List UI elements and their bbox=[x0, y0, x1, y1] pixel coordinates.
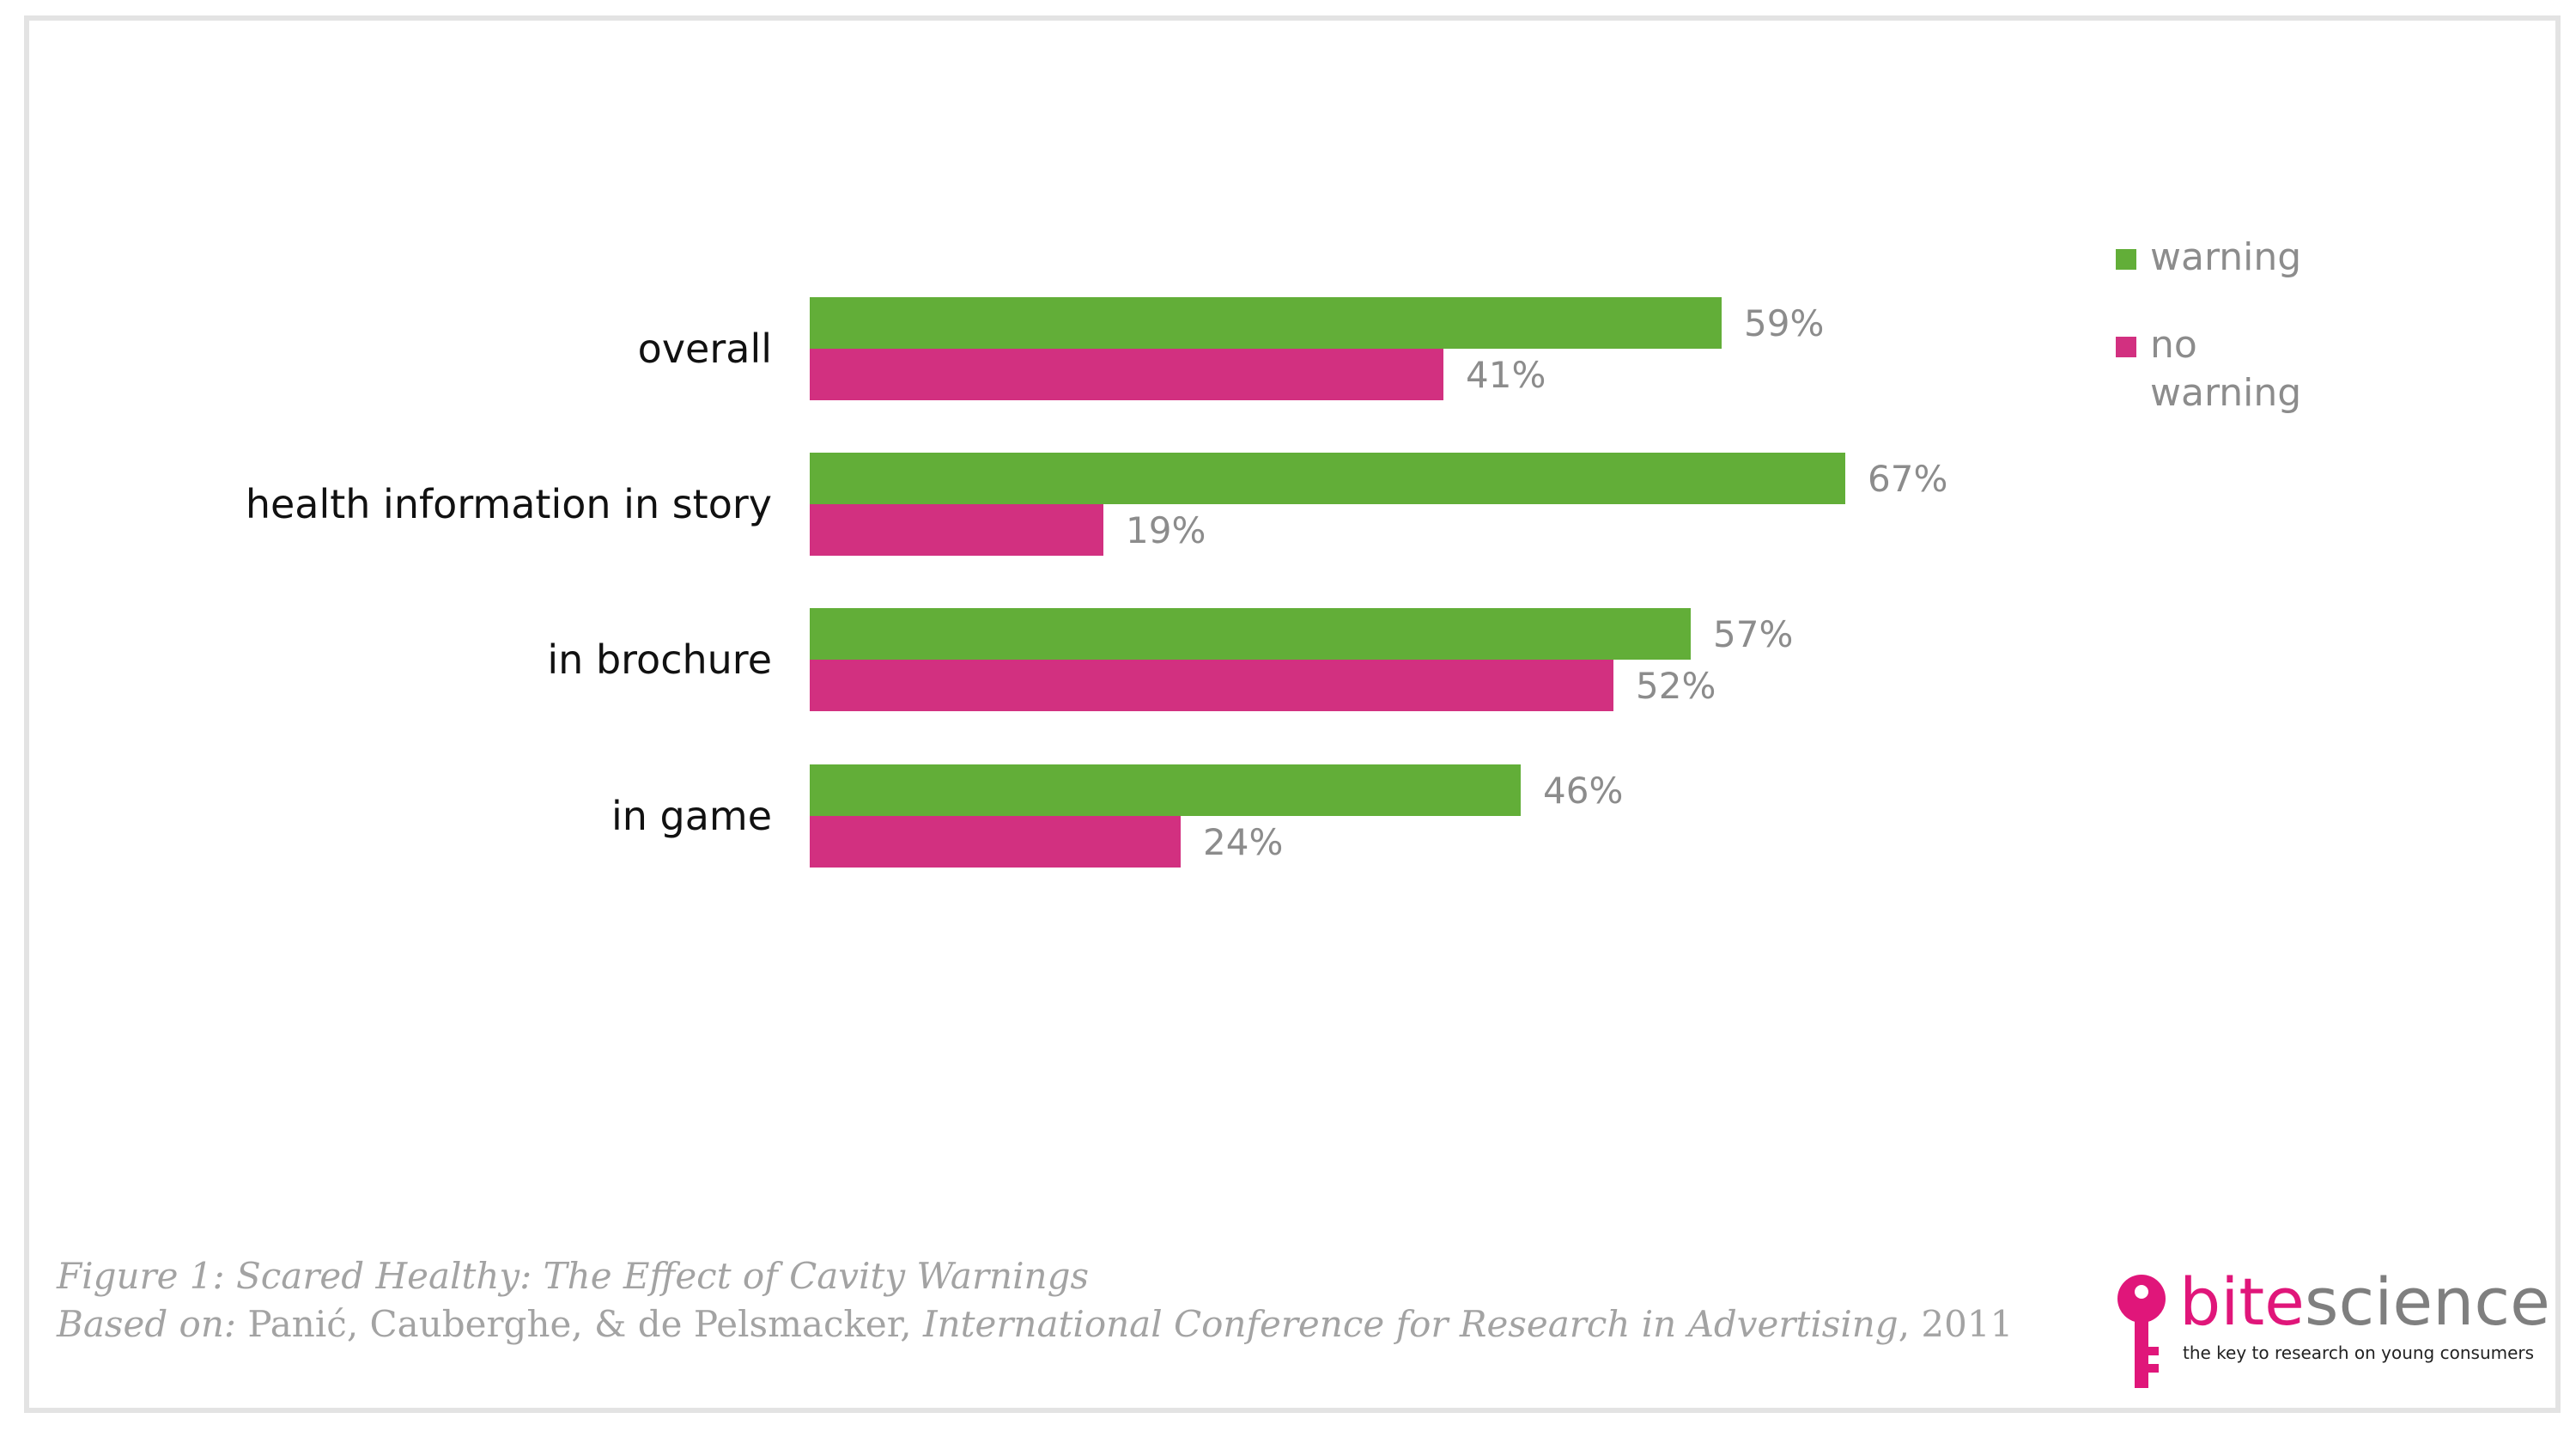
bar-warning-in-game bbox=[810, 764, 1521, 816]
figure-frame bbox=[24, 15, 2561, 1413]
bar-warning-health-information-in-story bbox=[810, 453, 1845, 504]
logo-bite: bite bbox=[2179, 1263, 2305, 1340]
category-label-overall: overall bbox=[638, 326, 772, 372]
legend-label-no-warning-line2: warning bbox=[2150, 371, 2302, 415]
value-label-warning-in-game: 46% bbox=[1543, 770, 1623, 812]
legend-item-warning: warning bbox=[2116, 234, 2356, 282]
value-label-no-warning-health-information-in-story: 19% bbox=[1126, 509, 1206, 551]
caption-source: Based on: Panić, Cauberghe, & de Pelsmac… bbox=[57, 1300, 2013, 1349]
value-label-warning-health-information-in-story: 67% bbox=[1868, 458, 1947, 500]
legend-item-no-warning: no warning bbox=[2116, 321, 2356, 417]
logo-science: science bbox=[2304, 1263, 2550, 1340]
caption-based-on: Based on: bbox=[57, 1303, 237, 1345]
legend: warning no warning bbox=[2116, 234, 2356, 457]
figure-caption: Figure 1: Scared Healthy: The Effect of … bbox=[57, 1252, 2013, 1349]
value-label-no-warning-in-game: 24% bbox=[1203, 821, 1283, 863]
value-label-no-warning-overall: 41% bbox=[1466, 354, 1546, 396]
bar-no-warning-in-game bbox=[810, 816, 1181, 868]
bitescience-logo: bitescience the key to research on young… bbox=[2114, 1266, 2550, 1395]
caption-venue: International Conference for Research in… bbox=[922, 1303, 1899, 1345]
value-label-warning-in-brochure: 57% bbox=[1713, 613, 1793, 655]
logo-tagline: the key to research on young consumers bbox=[2183, 1342, 2535, 1363]
legend-label-no-warning-line1: no bbox=[2150, 323, 2197, 367]
legend-swatch-no-warning bbox=[2116, 337, 2136, 357]
caption-year: , 2011 bbox=[1898, 1303, 2014, 1345]
bar-warning-in-brochure bbox=[810, 608, 1691, 660]
value-label-warning-overall: 59% bbox=[1744, 302, 1824, 344]
bar-warning-overall bbox=[810, 297, 1722, 349]
bar-no-warning-health-information-in-story bbox=[810, 504, 1103, 556]
legend-swatch-warning bbox=[2116, 249, 2136, 270]
category-label-health-information-in-story: health information in story bbox=[246, 481, 772, 527]
caption-authors: Panić, Cauberghe, & de Pelsmacker, bbox=[236, 1303, 923, 1345]
logo-wordmark: bitescience bbox=[2179, 1266, 2550, 1338]
bar-no-warning-in-brochure bbox=[810, 660, 1613, 711]
key-icon bbox=[2117, 1275, 2166, 1388]
value-label-no-warning-in-brochure: 52% bbox=[1636, 665, 1716, 707]
caption-title: Figure 1: Scared Healthy: The Effect of … bbox=[57, 1255, 1090, 1297]
bar-no-warning-overall bbox=[810, 349, 1443, 400]
legend-label-warning: warning bbox=[2150, 235, 2302, 279]
category-label-in-brochure: in brochure bbox=[547, 636, 772, 683]
category-label-in-game: in game bbox=[611, 793, 772, 839]
